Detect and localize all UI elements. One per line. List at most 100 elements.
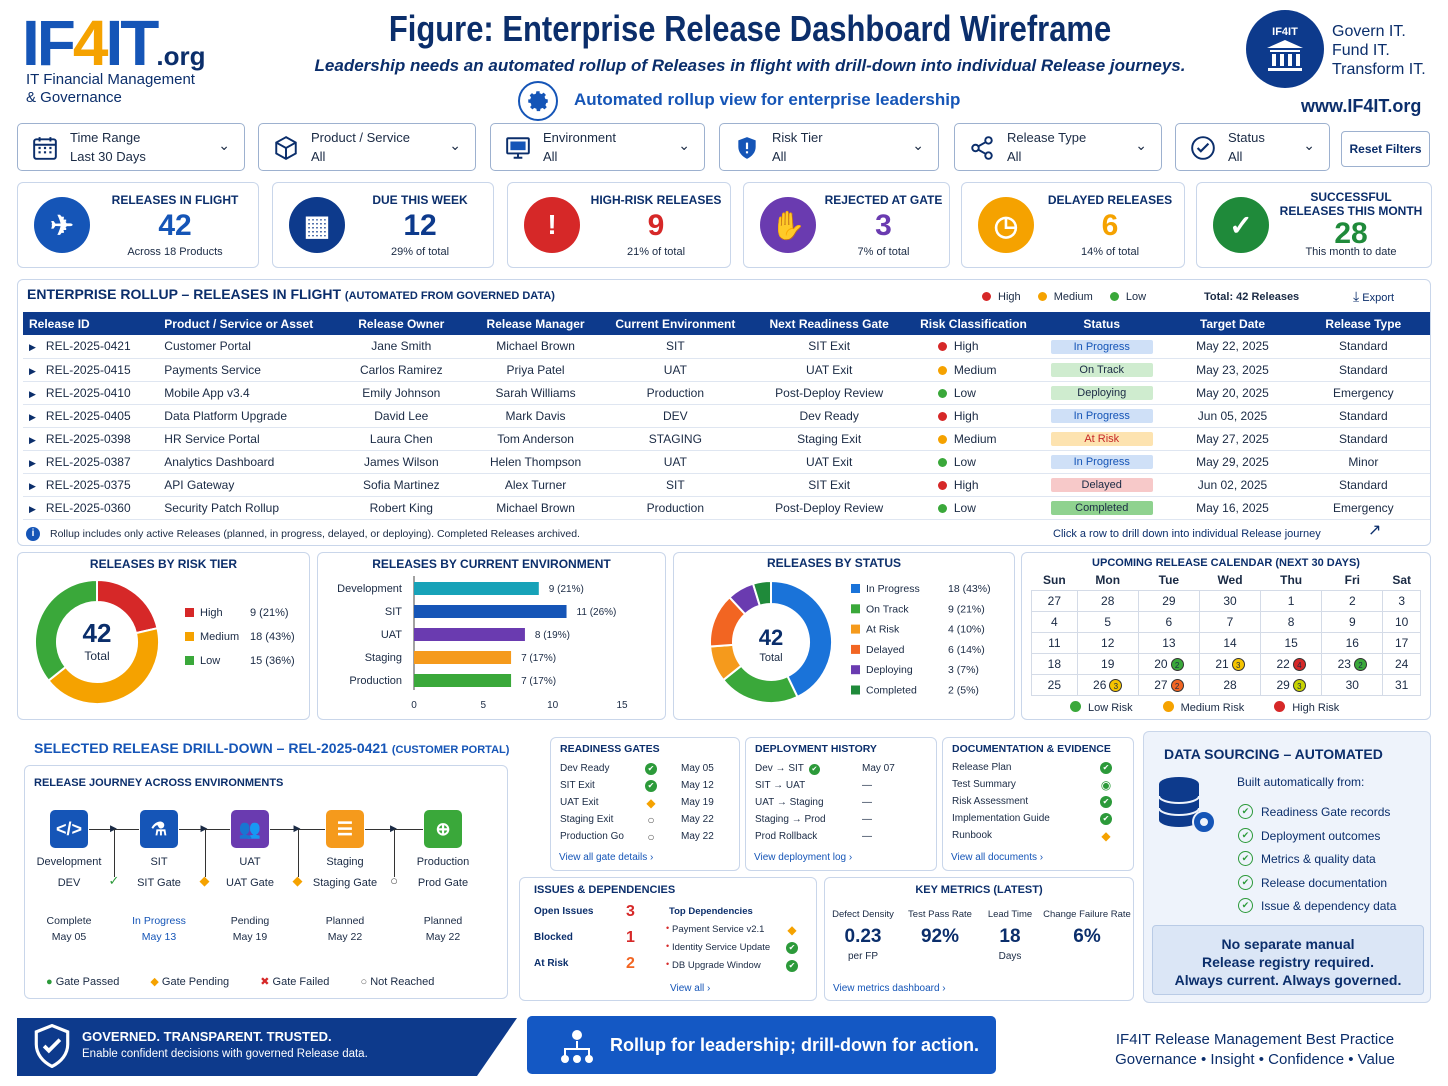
- kpi-card[interactable]: ✈ RELEASES IN FLIGHT 42 Across 18 Products: [17, 182, 259, 268]
- expand-icon[interactable]: ▶: [29, 503, 36, 514]
- calendar-day[interactable]: 11: [1031, 631, 1078, 654]
- calendar-day[interactable]: 19: [1076, 652, 1139, 675]
- globe-icon[interactable]: ⊕: [424, 810, 462, 848]
- expand-icon[interactable]: ▶: [29, 434, 36, 445]
- column-header[interactable]: Next Readiness Gate: [746, 312, 912, 335]
- document-name[interactable]: Release Plan: [952, 762, 1012, 773]
- expand-icon[interactable]: ▶: [29, 342, 36, 353]
- bar[interactable]: [414, 582, 539, 595]
- deployment-log-link[interactable]: View deployment log ›: [754, 852, 853, 863]
- release-id-cell[interactable]: ▶ REL-2025-0415: [23, 358, 159, 382]
- bar[interactable]: [414, 605, 567, 618]
- calendar-day[interactable]: 28: [1198, 673, 1262, 696]
- kpi-card[interactable]: ✋ REJECTED AT GATE 3 7% of total: [743, 182, 950, 268]
- calendar-day[interactable]: 9: [1321, 610, 1384, 633]
- calendar-day[interactable]: 13: [1137, 631, 1200, 654]
- documents-link[interactable]: View all documents ›: [951, 852, 1044, 863]
- calendar-day[interactable]: 6: [1137, 610, 1200, 633]
- metrics-dashboard-link[interactable]: View metrics dashboard ›: [833, 983, 946, 994]
- table-row[interactable]: ▶ REL-2025-0410 Mobile App v3.4 Emily Johns…: [23, 381, 1430, 405]
- release-count-badge[interactable]: 3: [1109, 678, 1123, 692]
- release-id-cell[interactable]: ▶ REL-2025-0387: [23, 450, 159, 474]
- calendar-day[interactable]: 23 2: [1321, 652, 1384, 675]
- calendar-day[interactable]: 29 3: [1260, 673, 1323, 696]
- calendar-day[interactable]: 8: [1260, 610, 1323, 633]
- calendar-day[interactable]: 7: [1198, 610, 1262, 633]
- release-id-cell[interactable]: ▶ REL-2025-0410: [23, 381, 159, 405]
- calendar-day[interactable]: 5: [1076, 610, 1139, 633]
- release-count-badge[interactable]: 2: [1170, 678, 1184, 692]
- column-header[interactable]: Product / Service or Asset: [158, 312, 336, 335]
- release-id-cell[interactable]: ▶ REL-2025-0405: [23, 404, 159, 428]
- calendar-day[interactable]: 18: [1031, 652, 1078, 675]
- release-id-cell[interactable]: ▶ REL-2025-0421: [23, 335, 159, 359]
- table-row[interactable]: ▶ REL-2025-0398 HR Service Portal Laura Che…: [23, 427, 1430, 451]
- column-header[interactable]: Target Date: [1168, 312, 1297, 335]
- calendar-day[interactable]: 2: [1321, 589, 1384, 612]
- calendar-day[interactable]: 31: [1382, 673, 1421, 696]
- calendar-day[interactable]: 30: [1198, 589, 1262, 612]
- calendar-day[interactable]: 28: [1076, 589, 1139, 612]
- calendar-day[interactable]: 29: [1137, 589, 1200, 612]
- filter-status[interactable]: Status All ⌄: [1175, 123, 1330, 171]
- calendar-day[interactable]: 21 3: [1198, 652, 1262, 675]
- code-icon[interactable]: </>: [50, 810, 88, 848]
- calendar-day[interactable]: 25: [1031, 673, 1078, 696]
- calendar-day[interactable]: 15: [1260, 631, 1323, 654]
- calendar-day[interactable]: 17: [1382, 631, 1421, 654]
- table-row[interactable]: ▶ REL-2025-0421 Customer Portal Jane Smith M…: [23, 335, 1430, 359]
- table-row[interactable]: ▶ REL-2025-0387 Analytics Dashboard James W…: [23, 450, 1430, 474]
- release-count-badge[interactable]: 2: [1170, 657, 1184, 671]
- release-id-cell[interactable]: ▶ REL-2025-0398: [23, 427, 159, 451]
- column-header[interactable]: Risk Classification: [911, 312, 1036, 335]
- gate-details-link[interactable]: View all gate details ›: [559, 852, 654, 863]
- dependency-item[interactable]: Identity Service Update: [672, 942, 771, 953]
- filter-product-service[interactable]: Product / Service All ⌄: [258, 123, 476, 171]
- expand-icon[interactable]: ▶: [29, 388, 36, 399]
- release-count-badge[interactable]: 4: [1292, 657, 1306, 671]
- release-id-cell[interactable]: ▶ REL-2025-0360: [23, 496, 159, 520]
- site-link[interactable]: www.IF4IT.org: [1301, 96, 1422, 116]
- column-header[interactable]: Release Owner: [335, 312, 467, 335]
- bar[interactable]: [414, 651, 512, 664]
- flask-icon[interactable]: ⚗: [140, 810, 178, 848]
- status-slice[interactable]: [751, 579, 772, 607]
- document-name[interactable]: Implementation Guide: [952, 813, 1050, 824]
- calendar-day[interactable]: 4: [1031, 610, 1078, 633]
- document-name[interactable]: Risk Assessment: [952, 796, 1029, 807]
- release-count-badge[interactable]: 2: [1353, 657, 1367, 671]
- calendar-day[interactable]: 24: [1382, 652, 1421, 675]
- bar[interactable]: [414, 674, 512, 687]
- kpi-card[interactable]: ◷ DELAYED RELEASES 6 14% of total: [961, 182, 1185, 268]
- expand-icon[interactable]: ▶: [29, 457, 36, 468]
- table-row[interactable]: ▶ REL-2025-0405 Data Platform Upgrade David…: [23, 404, 1430, 428]
- risk-slice[interactable]: [34, 578, 98, 683]
- document-name[interactable]: Test Summary: [952, 779, 1016, 790]
- calendar-day[interactable]: 16: [1321, 631, 1384, 654]
- calendar-day[interactable]: 3: [1382, 589, 1421, 612]
- kpi-card[interactable]: ▦ DUE THIS WEEK 12 29% of total: [272, 182, 494, 268]
- kpi-card[interactable]: ! HIGH-RISK RELEASES 9 21% of total: [507, 182, 731, 268]
- table-row[interactable]: ▶ REL-2025-0360 Security Patch Rollup Rober…: [23, 496, 1430, 520]
- expand-icon[interactable]: ▶: [29, 411, 36, 422]
- table-row[interactable]: ▶ REL-2025-0415 Payments Service Carlos Ram…: [23, 358, 1430, 382]
- calendar-day[interactable]: 20 2: [1137, 652, 1200, 675]
- risk-slice[interactable]: [47, 627, 160, 705]
- calendar-day[interactable]: 10: [1382, 610, 1421, 633]
- issues-view-all-link[interactable]: View all ›: [670, 983, 711, 994]
- calendar-day[interactable]: 26 3: [1076, 673, 1139, 696]
- filter-release-type[interactable]: Release Type All ⌄: [954, 123, 1162, 171]
- calendar-day[interactable]: 27: [1031, 589, 1078, 612]
- expand-icon[interactable]: ▶: [29, 480, 36, 491]
- calendar-day[interactable]: 1: [1260, 589, 1323, 612]
- table-row[interactable]: ▶ REL-2025-0375 API Gateway Sofia Martinez A…: [23, 473, 1430, 497]
- bar[interactable]: [414, 628, 525, 641]
- filter-time-range[interactable]: Time Range Last 30 Days ⌄: [17, 123, 245, 171]
- release-count-badge[interactable]: 3: [1231, 657, 1245, 671]
- calendar-day[interactable]: 27 2: [1137, 673, 1200, 696]
- release-count-badge[interactable]: 3: [1292, 678, 1306, 692]
- server-icon[interactable]: ☰: [326, 810, 364, 848]
- release-id-cell[interactable]: ▶ REL-2025-0375: [23, 473, 159, 497]
- filter-risk-tier[interactable]: Risk Tier All ⌄: [719, 123, 939, 171]
- dependency-item[interactable]: Payment Service v2.1: [672, 924, 765, 935]
